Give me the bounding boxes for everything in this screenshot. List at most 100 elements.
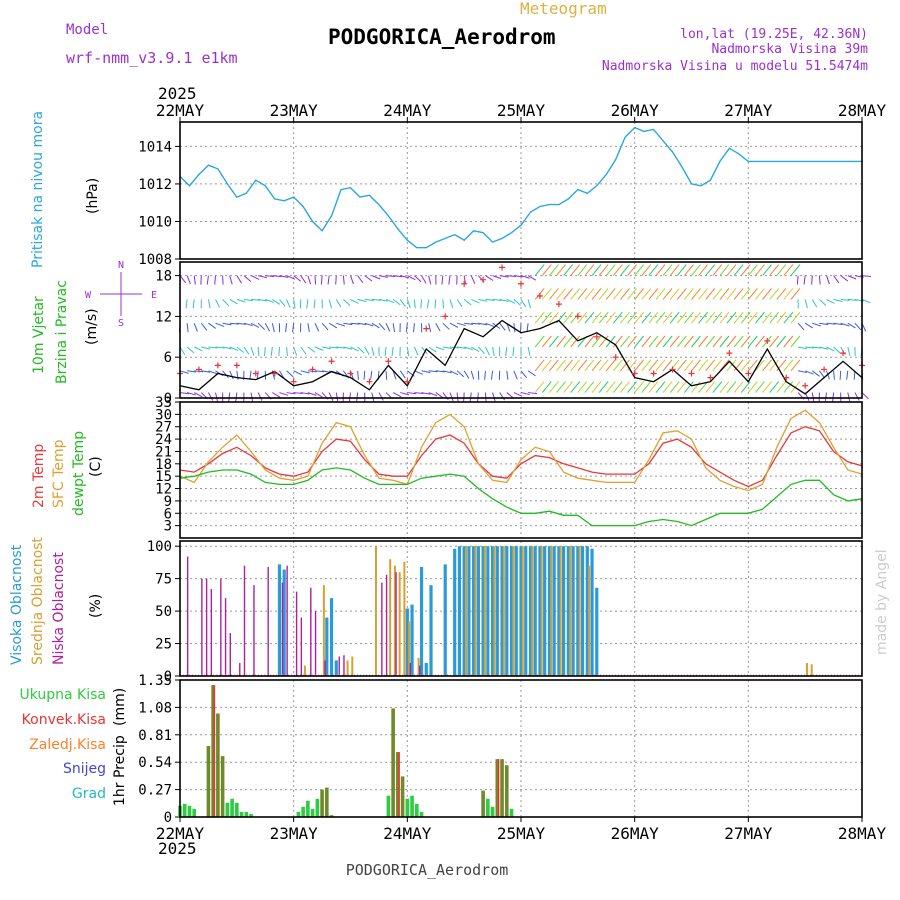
wind-arrow <box>762 381 772 393</box>
year-top: 2025 <box>158 84 197 103</box>
wind-arrow <box>186 275 191 285</box>
wind-speed-line <box>179 319 863 395</box>
wind-arrow <box>193 275 196 285</box>
wind-arrow <box>485 322 495 327</box>
cloud-high-bar <box>277 564 282 676</box>
wind-arrow <box>371 346 375 356</box>
cloud-mid-bar <box>578 546 581 676</box>
wind-arrow <box>796 275 799 285</box>
gust-marker <box>555 301 562 308</box>
wind-arrow <box>755 335 765 348</box>
wind-arrow <box>215 322 225 327</box>
wind-arrow <box>776 288 787 300</box>
gust-marker <box>385 358 392 365</box>
wind-arrow <box>307 392 317 396</box>
y-tick-label: 1012 <box>138 177 172 193</box>
wind-arrow <box>826 346 835 352</box>
cloud-low-bar <box>343 655 345 676</box>
wind-arrow <box>257 322 265 330</box>
wind-arrow <box>449 299 454 309</box>
compass-w: W <box>85 290 92 301</box>
wind-arrow <box>201 346 211 350</box>
wind-arrow <box>669 381 680 393</box>
cloud-high-bar <box>329 598 334 676</box>
wind-arrow <box>499 392 506 401</box>
wind-arrow <box>790 359 801 372</box>
gust-marker <box>536 293 543 299</box>
sfc-temp-line <box>179 409 863 492</box>
wind-arrow <box>819 346 829 350</box>
wind-arrow <box>435 392 444 399</box>
wind-arrow <box>847 322 856 329</box>
wind-compass-icon: N W E S <box>85 260 157 329</box>
precip-total-bar <box>306 800 310 817</box>
cloud-high-label: Visoka Oblacnost <box>9 544 25 665</box>
gust-marker <box>802 382 809 389</box>
precip-unit: (mm) <box>112 688 128 726</box>
cloud-high-bar <box>576 546 580 676</box>
wind-arrow <box>669 311 680 324</box>
wind-arrow <box>407 275 416 281</box>
wind-arrow <box>264 346 266 357</box>
legend-freezing-rain: Zaledj.Kisa <box>29 737 106 753</box>
wind-arrow <box>229 322 239 325</box>
wind-arrow <box>556 359 566 372</box>
wind-arrow <box>740 381 751 393</box>
wind-arrow <box>405 323 408 333</box>
wind-arrow <box>534 264 545 276</box>
wind-arrow <box>556 264 566 276</box>
wind-arrow <box>306 299 309 309</box>
wind-arrow <box>412 323 415 333</box>
wind-arrow <box>648 288 659 300</box>
wind-arrow <box>691 335 701 348</box>
wind-arrow <box>279 299 286 307</box>
wind-arrow <box>442 346 452 349</box>
wind-arrow <box>612 359 623 372</box>
cloud-low-bar <box>310 587 312 676</box>
wind-arrow <box>428 370 438 373</box>
y-tick-label: 6 <box>164 506 172 522</box>
wind-arrow <box>463 370 470 379</box>
cloud-high-bar <box>524 546 528 676</box>
cloud-mid-bar <box>805 663 808 676</box>
precip-total-bar <box>249 813 253 817</box>
wind-arrow <box>285 323 288 333</box>
wind-arrow <box>676 288 687 300</box>
wind-arrow <box>265 275 275 278</box>
wind-arrow <box>648 311 659 324</box>
wind-arrow <box>747 359 758 372</box>
wind-arrow <box>570 335 581 348</box>
wind-arrow <box>208 346 218 349</box>
wind-arrow <box>206 275 209 285</box>
wind-arrow <box>627 359 637 372</box>
wind-arrow <box>570 288 581 300</box>
panel-frame <box>179 261 863 399</box>
cloud-low-bar <box>239 663 241 676</box>
wind-label-line2: Brzina i Pravac <box>54 280 70 384</box>
x-tick-label-top: 25MAY <box>497 101 546 120</box>
x-tick-label-bottom: 23MAY <box>270 824 319 843</box>
gust-marker <box>669 366 676 373</box>
wind-arrow <box>520 275 530 279</box>
wind-arrow <box>648 381 659 393</box>
wind-arrow <box>541 381 552 393</box>
wind-arrow <box>286 299 291 308</box>
wind-arrow <box>790 335 801 348</box>
x-tick-label-bottom: 24MAY <box>383 824 432 843</box>
wind-arrow <box>200 322 208 331</box>
wind-arrow <box>691 288 701 300</box>
wind-arrow <box>229 298 238 305</box>
wind-arrow <box>691 264 701 276</box>
y-tick-label: 27 <box>155 420 172 436</box>
wind-arrow <box>783 264 794 276</box>
wind-arrow <box>186 323 189 333</box>
wind-arrow <box>428 323 432 333</box>
wind-arrow <box>193 323 198 332</box>
gust-marker <box>309 366 316 373</box>
y-tick-label: 0 <box>164 669 172 685</box>
wind-arrow <box>192 299 195 309</box>
precip-total-bar <box>504 765 509 817</box>
wind-arrow <box>271 323 275 333</box>
wind-arrow <box>435 346 445 351</box>
wind-arrow <box>676 381 687 393</box>
